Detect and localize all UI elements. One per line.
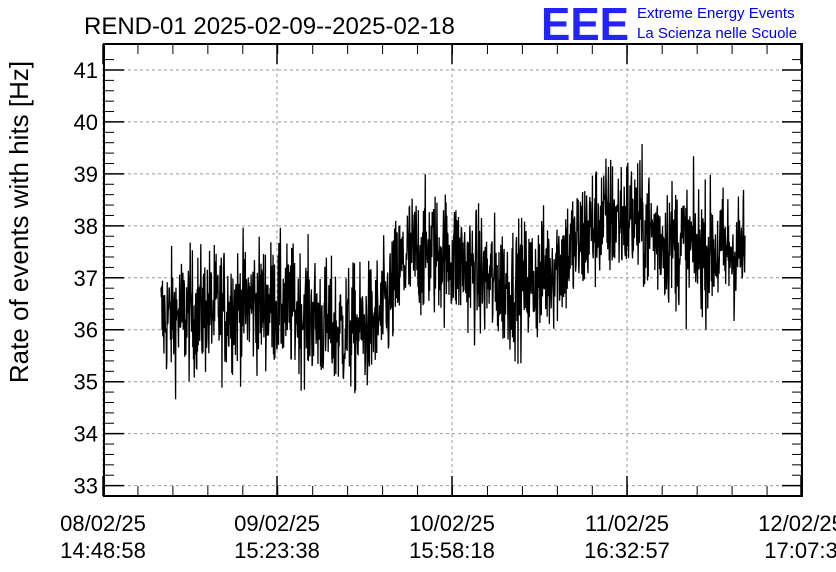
y-tick-label: 37 — [74, 266, 98, 291]
rate-series-line — [160, 144, 746, 400]
y-tick-label: 33 — [74, 474, 98, 499]
x-tick-time: 17:07:3 — [764, 538, 836, 563]
x-tick-date: 09/02/25 — [234, 511, 320, 536]
y-tick-label: 40 — [74, 110, 98, 135]
eee-logo: EEE — [541, 0, 629, 50]
y-axis-label: Rate of events with hits [Hz] — [4, 61, 34, 383]
axis-ticks — [102, 44, 803, 496]
brand-line-1: Extreme Energy Events — [637, 5, 795, 22]
y-tick-label: 41 — [74, 58, 98, 83]
y-tick-label: 39 — [74, 162, 98, 187]
y-tick-label: 36 — [74, 318, 98, 343]
chart-title: REND-01 2025-02-09--2025-02-18 — [84, 13, 455, 40]
x-tick-date: 11/02/25 — [585, 511, 669, 536]
y-tick-labels: 33 34 35 36 37 38 39 40 41 — [74, 58, 98, 499]
eee-logo-text: EEE — [541, 0, 629, 50]
x-tick-time: 14:48:58 — [60, 538, 146, 563]
y-tick-label: 38 — [74, 214, 98, 239]
y-tick-label: 35 — [74, 370, 98, 395]
x-tick-date: 10/02/25 — [409, 511, 495, 536]
brand-line-2: La Scienza nelle Scuole — [637, 25, 797, 42]
data-series — [160, 144, 746, 400]
x-tick-date: 08/02/25 — [60, 511, 146, 536]
y-tick-label: 34 — [74, 422, 98, 447]
x-tick-time: 15:23:38 — [234, 538, 320, 563]
x-tick-date: 12/02/25 — [758, 511, 836, 536]
x-tick-time: 16:32:57 — [584, 538, 670, 563]
x-tick-time: 15:58:18 — [409, 538, 495, 563]
